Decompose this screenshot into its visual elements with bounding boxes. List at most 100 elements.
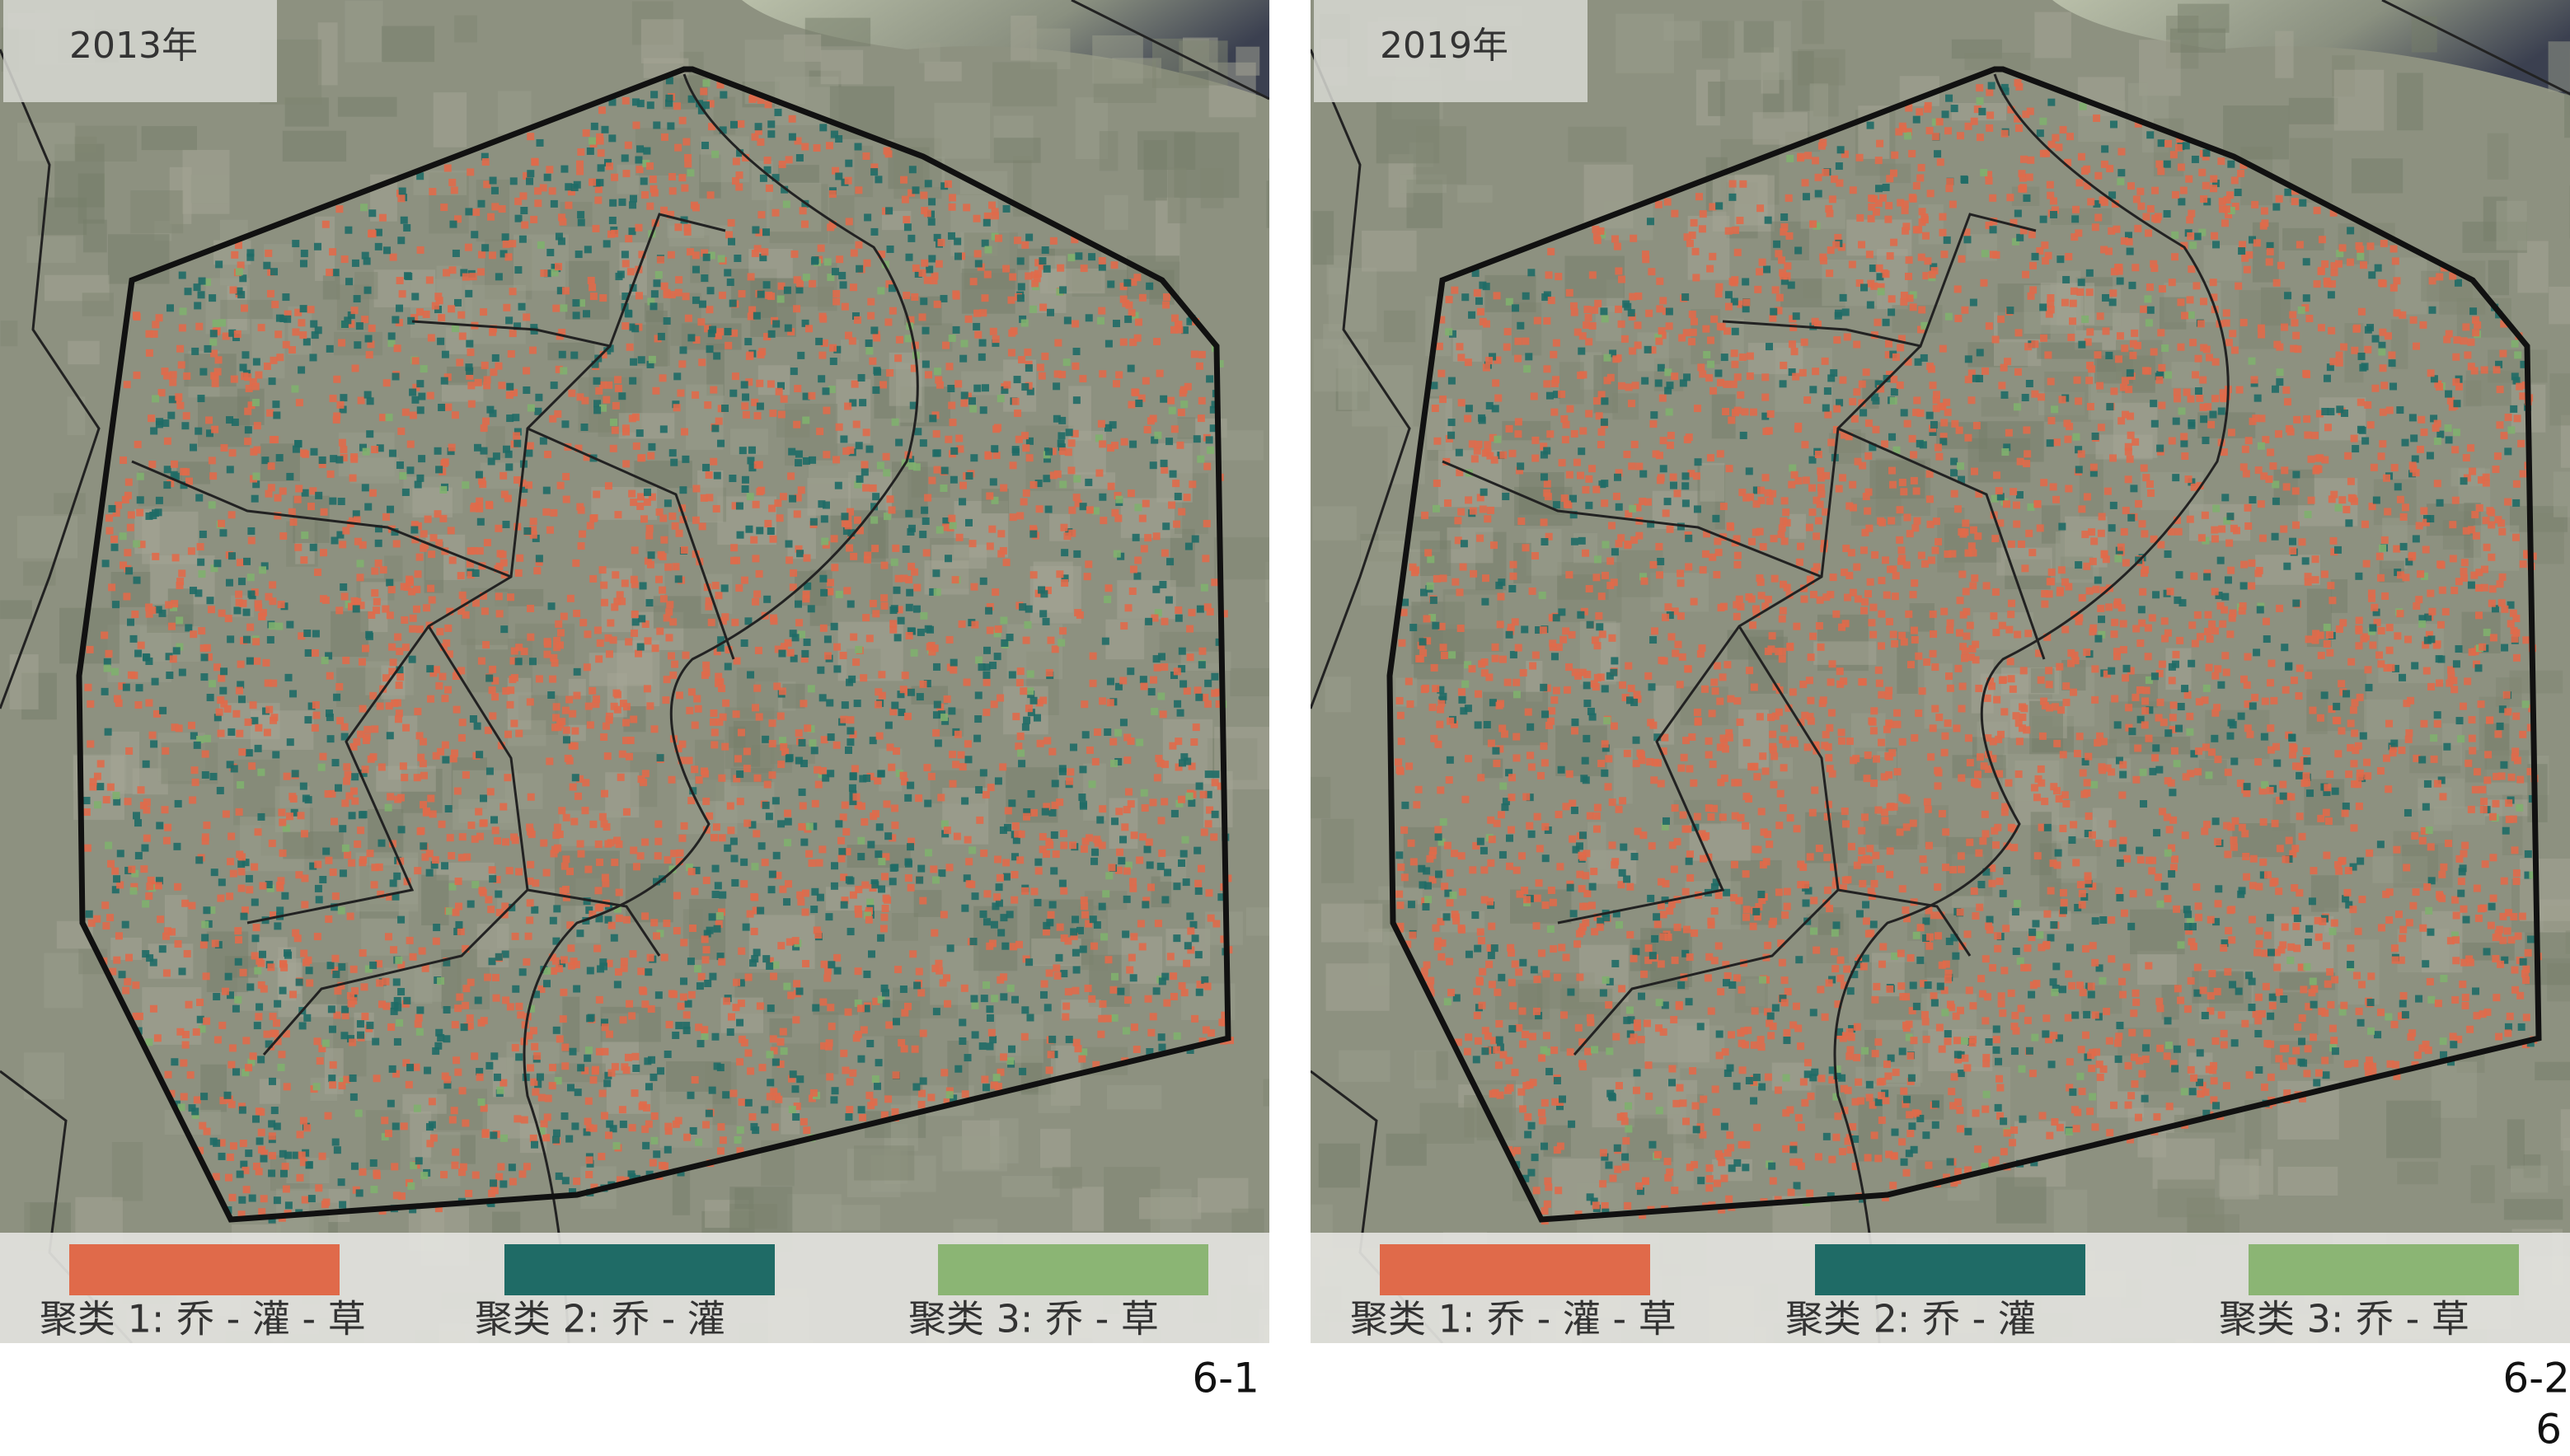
tree-cluster-dot — [704, 980, 712, 988]
tree-cluster-dot — [1006, 911, 1014, 919]
tree-cluster-dot — [228, 329, 237, 337]
tree-cluster-dot — [453, 1056, 461, 1065]
tree-cluster-dot — [1152, 585, 1161, 593]
tree-cluster-dot — [636, 145, 645, 153]
tree-cluster-dot — [746, 493, 754, 501]
tree-cluster-dot — [560, 988, 568, 996]
tree-cluster-dot — [625, 235, 633, 243]
tree-cluster-dot — [950, 447, 959, 455]
tree-cluster-dot — [721, 613, 729, 621]
tree-cluster-dot — [1063, 316, 1072, 325]
terrain-patch — [111, 1142, 143, 1201]
tree-cluster-dot — [1161, 896, 1170, 904]
tree-cluster-dot — [586, 967, 594, 975]
tree-cluster-dot — [650, 1112, 659, 1120]
tree-cluster-dot — [1168, 406, 1176, 414]
tree-cluster-dot — [801, 143, 809, 151]
tree-cluster-dot — [1199, 790, 1208, 798]
tree-cluster-dot — [462, 481, 470, 489]
tree-cluster-dot — [272, 400, 280, 409]
tree-cluster-dot — [1138, 293, 1147, 302]
tree-cluster-dot — [82, 808, 91, 817]
tree-cluster-dot — [400, 1122, 408, 1131]
tree-cluster-dot — [213, 663, 221, 672]
tree-cluster-dot — [548, 1082, 556, 1090]
tree-cluster-dot — [515, 644, 523, 652]
tree-cluster-dot — [369, 1159, 378, 1167]
terrain-patch — [891, 913, 918, 941]
tree-cluster-dot — [829, 358, 837, 366]
tree-cluster-dot — [416, 406, 424, 414]
tree-cluster-dot — [593, 406, 602, 414]
tree-cluster-dot — [1157, 692, 1165, 700]
tree-cluster-dot — [206, 597, 214, 605]
tree-cluster-dot — [490, 816, 499, 824]
tree-cluster-dot — [1065, 428, 1073, 437]
terrain-patch — [264, 244, 293, 263]
tree-cluster-dot — [531, 1140, 539, 1149]
tree-cluster-dot — [702, 798, 711, 806]
tree-cluster-dot — [731, 618, 739, 626]
tree-cluster-dot — [671, 522, 679, 530]
tree-cluster-dot — [804, 582, 812, 590]
tree-cluster-dot — [1011, 995, 1020, 1004]
tree-cluster-dot — [240, 912, 248, 920]
tree-cluster-dot — [418, 392, 426, 400]
tree-cluster-dot — [867, 950, 875, 958]
tree-cluster-dot — [429, 669, 438, 677]
tree-cluster-dot — [706, 494, 714, 502]
tree-cluster-dot — [178, 271, 186, 279]
tree-cluster-dot — [965, 472, 973, 480]
tree-cluster-dot — [1056, 798, 1064, 807]
tree-cluster-dot — [385, 414, 393, 422]
tree-cluster-dot — [515, 1053, 523, 1061]
tree-cluster-dot — [659, 1161, 667, 1169]
tree-cluster-dot — [86, 645, 94, 653]
tree-cluster-dot — [963, 874, 971, 882]
tree-cluster-dot — [795, 459, 803, 467]
tree-cluster-dot — [1023, 716, 1031, 724]
tree-cluster-dot — [791, 937, 800, 945]
tree-cluster-dot — [916, 876, 924, 884]
terrain-patch — [161, 742, 218, 784]
tree-cluster-dot — [691, 1075, 699, 1084]
tree-cluster-dot — [870, 326, 879, 335]
tree-cluster-dot — [432, 751, 440, 760]
tree-cluster-dot — [368, 489, 377, 497]
tree-cluster-dot — [1134, 556, 1142, 564]
tree-cluster-dot — [1061, 549, 1069, 557]
tree-cluster-dot — [584, 630, 592, 639]
tree-cluster-dot — [1133, 1046, 1141, 1054]
tree-cluster-dot — [218, 319, 227, 327]
tree-cluster-dot — [882, 452, 890, 461]
tree-cluster-dot — [176, 401, 185, 410]
tree-cluster-dot — [945, 864, 954, 872]
tree-cluster-dot — [771, 1058, 780, 1066]
tree-cluster-dot — [555, 620, 563, 628]
terrain-patch — [1084, 891, 1128, 911]
tree-cluster-dot — [903, 292, 911, 300]
tree-cluster-dot — [861, 881, 870, 889]
terrain-patch — [1200, 168, 1224, 208]
tree-cluster-dot — [874, 700, 882, 709]
tree-cluster-dot — [607, 619, 615, 627]
tree-cluster-dot — [714, 331, 722, 339]
tree-cluster-dot — [1095, 469, 1104, 477]
tree-cluster-dot — [489, 325, 497, 333]
tree-cluster-dot — [700, 87, 708, 96]
tree-cluster-dot — [1110, 972, 1119, 981]
tree-cluster-dot — [650, 91, 659, 99]
tree-cluster-dot — [1058, 639, 1066, 647]
tree-cluster-dot — [1109, 985, 1118, 994]
tree-cluster-dot — [1089, 679, 1097, 687]
tree-cluster-dot — [220, 444, 228, 452]
tree-cluster-dot — [595, 995, 603, 1004]
tree-cluster-dot — [928, 648, 936, 656]
tree-cluster-dot — [968, 540, 977, 548]
tree-cluster-dot — [293, 495, 302, 503]
tree-cluster-dot — [510, 647, 518, 655]
tree-cluster-dot — [632, 863, 640, 871]
tree-cluster-dot — [1036, 739, 1044, 747]
tree-cluster-dot — [1093, 836, 1101, 844]
tree-cluster-dot — [730, 544, 739, 552]
